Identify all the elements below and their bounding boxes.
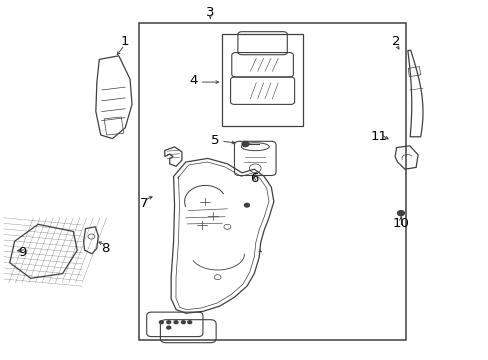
Text: 3: 3 bbox=[205, 6, 214, 19]
Text: 11: 11 bbox=[370, 130, 386, 143]
Text: 1: 1 bbox=[120, 35, 129, 48]
Circle shape bbox=[166, 321, 170, 324]
Circle shape bbox=[181, 321, 185, 324]
Text: 2: 2 bbox=[391, 35, 400, 48]
Circle shape bbox=[397, 211, 404, 216]
Circle shape bbox=[242, 141, 248, 147]
Circle shape bbox=[166, 326, 170, 329]
Bar bbox=[222, 34, 303, 126]
Text: 5: 5 bbox=[210, 134, 219, 147]
Text: 6: 6 bbox=[249, 172, 258, 185]
Circle shape bbox=[187, 321, 191, 324]
Circle shape bbox=[174, 321, 178, 324]
Text: 4: 4 bbox=[188, 75, 197, 87]
Text: 10: 10 bbox=[392, 217, 408, 230]
Text: 7: 7 bbox=[140, 197, 148, 210]
Text: 9: 9 bbox=[18, 246, 26, 258]
Bar bbox=[139, 23, 405, 340]
Text: 8: 8 bbox=[101, 242, 109, 255]
Circle shape bbox=[244, 203, 249, 207]
Circle shape bbox=[159, 321, 163, 324]
